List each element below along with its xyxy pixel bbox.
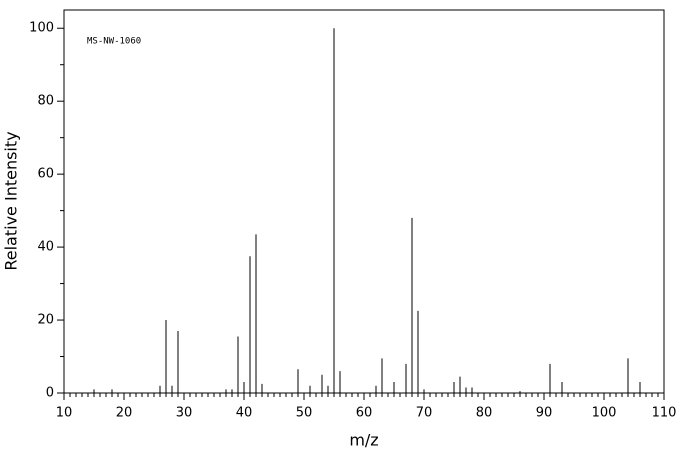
x-tick-label: 60 (356, 406, 373, 421)
x-tick-label: 110 (652, 406, 676, 421)
y-tick-label: 20 (37, 313, 54, 328)
y-axis-label: Relative Intensity (2, 131, 21, 270)
x-tick-label: 40 (236, 406, 253, 421)
x-tick-label: 100 (592, 406, 617, 421)
y-tick-label: 0 (46, 386, 54, 401)
x-tick-label: 30 (176, 406, 193, 421)
x-tick-label: 70 (416, 406, 433, 421)
y-tick-label: 80 (37, 94, 54, 109)
x-tick-label: 80 (476, 406, 493, 421)
x-tick-label: 50 (296, 406, 313, 421)
y-tick-label: 40 (37, 240, 54, 255)
y-tick-label: 100 (29, 21, 54, 36)
plot-frame (63, 9, 665, 394)
y-tick-label: 60 (37, 167, 54, 182)
x-tick-label: 10 (56, 406, 73, 421)
annotation: MS-NW-1060 (87, 37, 141, 47)
x-tick-label: 90 (536, 406, 553, 421)
x-tick-label: 20 (116, 406, 133, 421)
x-axis-label: m/z (349, 431, 378, 450)
